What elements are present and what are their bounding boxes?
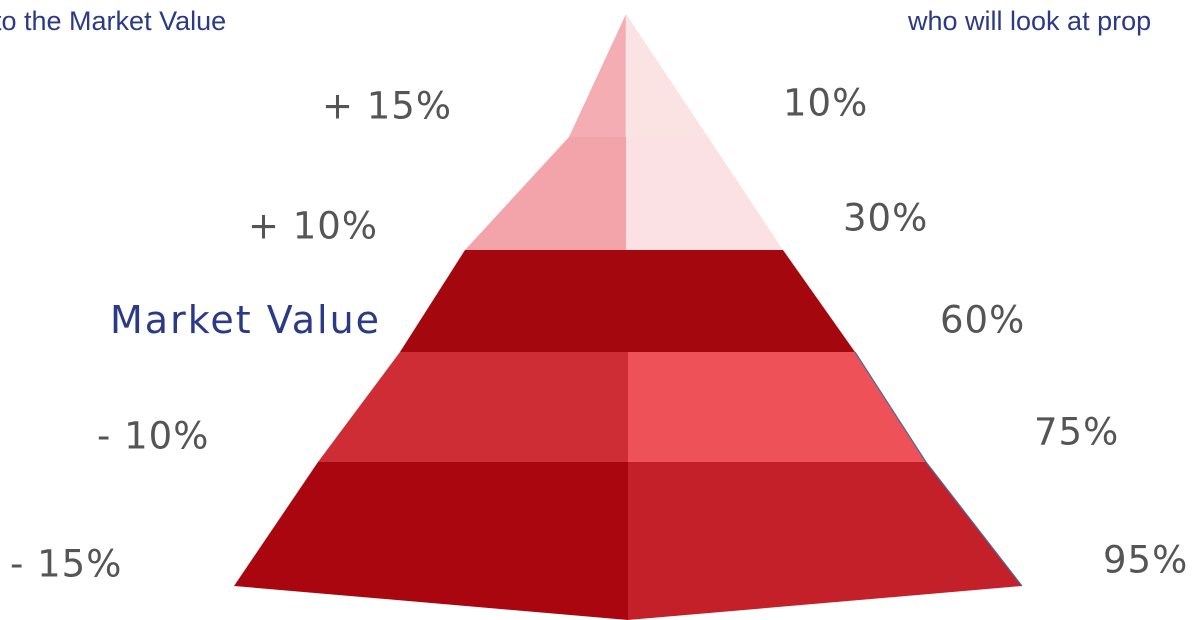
pyramid-tier-2-right bbox=[626, 137, 783, 250]
buyers-label-75: 75% bbox=[1034, 410, 1120, 454]
header-left-text: to the Market Value bbox=[0, 6, 227, 36]
price-label-market-value: Market Value bbox=[110, 298, 382, 342]
pyramid-tier-5-left bbox=[234, 462, 628, 620]
pyramid-tier-4-left bbox=[318, 352, 628, 462]
buyers-label-95: 95% bbox=[1103, 538, 1189, 582]
pyramid-tier-4-right bbox=[628, 352, 926, 462]
price-label-minus-10: - 10% bbox=[97, 414, 210, 458]
buyers-label-10: 10% bbox=[783, 81, 869, 125]
header-right-text: who will look at prop bbox=[908, 6, 1152, 36]
pyramid-tier-1-right bbox=[626, 14, 708, 137]
buyers-label-60: 60% bbox=[940, 298, 1026, 342]
pyramid-tier-1-left bbox=[569, 14, 626, 137]
pyramid-tier-2-left bbox=[465, 137, 626, 250]
pyramid-tier-3 bbox=[400, 250, 855, 352]
price-label-plus-15: + 15% bbox=[322, 84, 453, 128]
pyramid-tier-5-right bbox=[628, 462, 1022, 620]
price-label-plus-10: + 10% bbox=[248, 204, 379, 248]
price-label-minus-15: - 15% bbox=[10, 542, 123, 586]
buyers-label-30: 30% bbox=[843, 196, 929, 240]
